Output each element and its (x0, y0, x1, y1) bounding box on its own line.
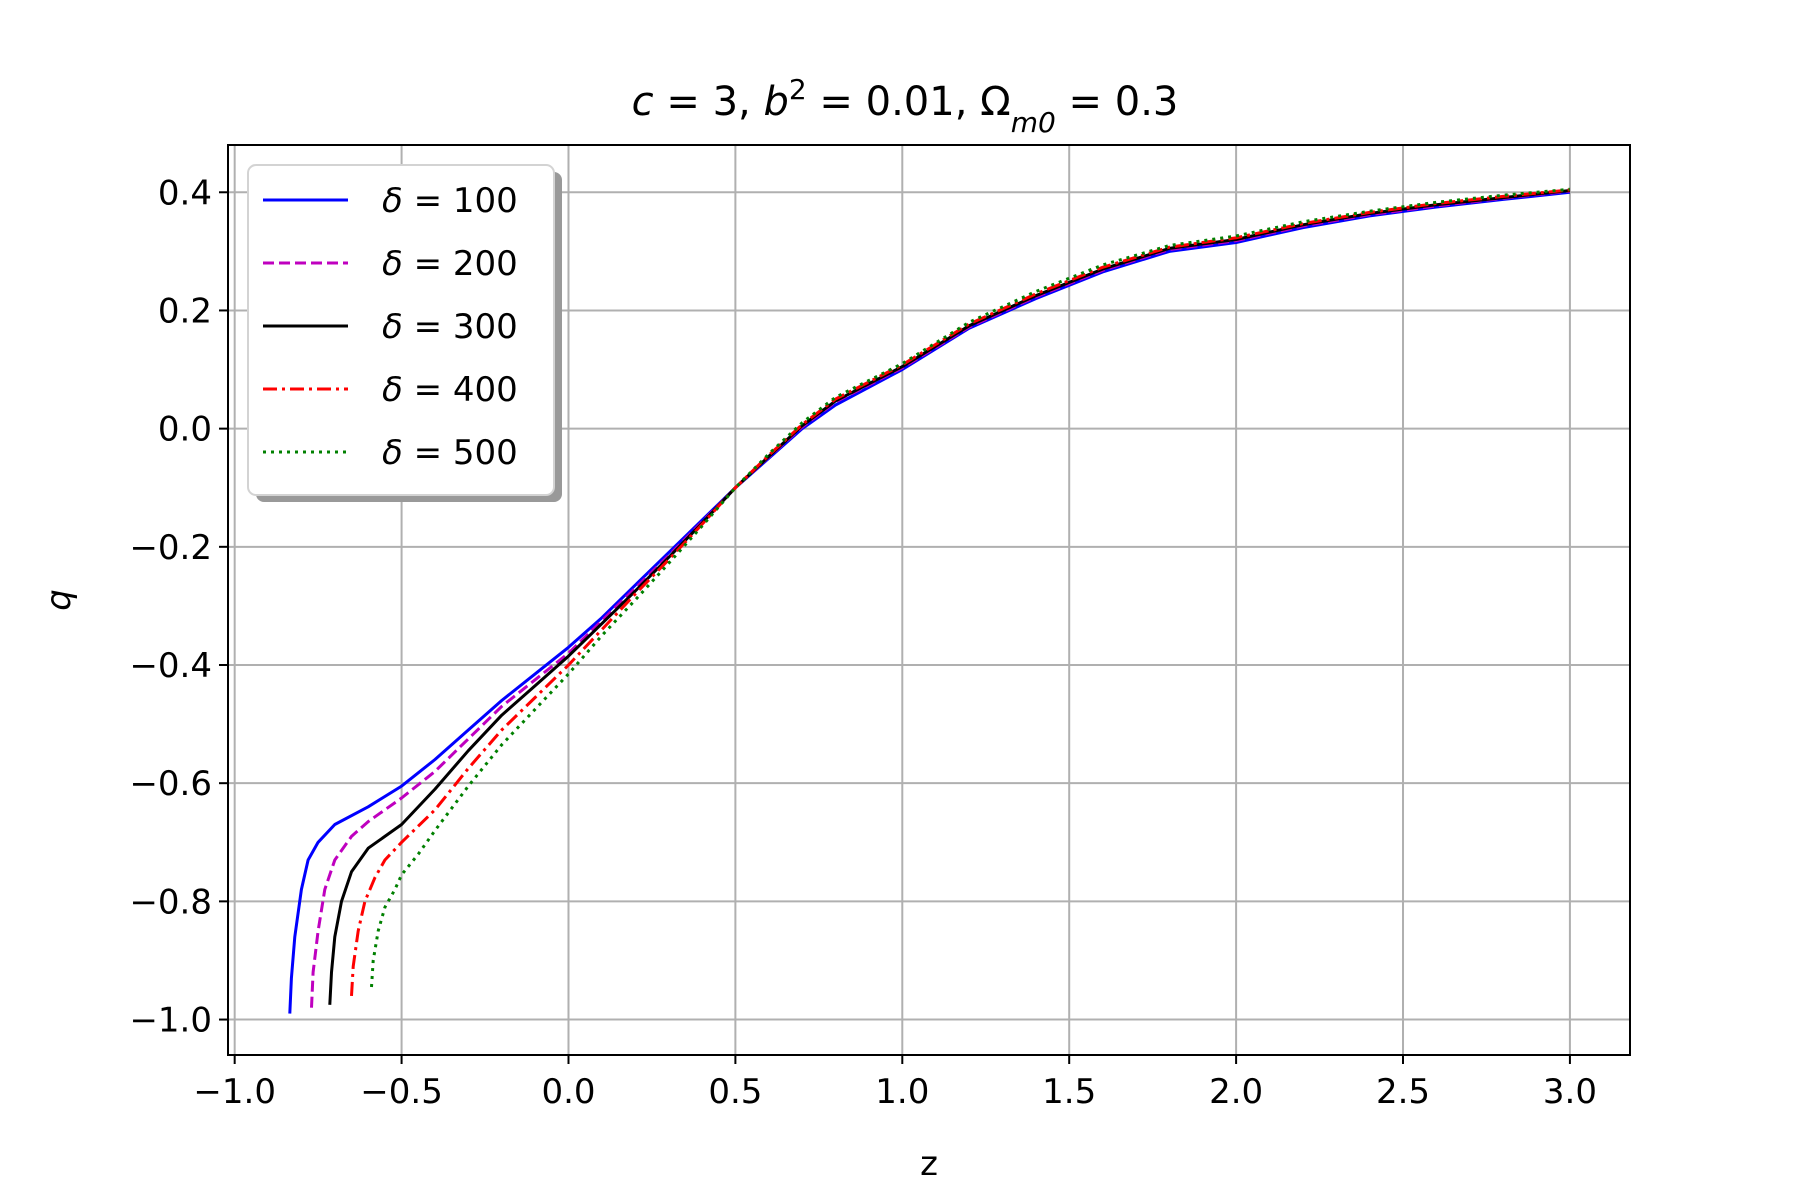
x-tick-label: 1.0 (875, 1072, 929, 1112)
y-tick-label: −0.6 (129, 764, 212, 804)
legend-items: δ = 100 δ = 200 δ = 300 δ = 400 δ = 500 (263, 181, 518, 473)
y-tick-label: −1.0 (129, 1001, 212, 1041)
chart-title: c = 3, b2 = 0.01, Ωm0 = 0.3 (632, 73, 1179, 139)
x-tick-label: 3.0 (1543, 1072, 1597, 1112)
x-tick-label: 1.5 (1042, 1072, 1096, 1112)
x-tick-label: 0.0 (541, 1072, 595, 1112)
legend-label-100: δ = 100 (382, 181, 518, 221)
plot-frame (227, 144, 1631, 1056)
legend-label-500: δ = 500 (382, 433, 518, 473)
y-tick-label: 0.0 (158, 410, 212, 450)
title-omega-subscript: m0 (1011, 106, 1056, 139)
title-b-superscript: 2 (789, 73, 807, 106)
y-tick-label: −0.4 (129, 646, 212, 686)
title-c-symbol: c (632, 79, 654, 125)
legend: δ = 100 δ = 200 δ = 300 δ = 400 δ = 500 (247, 164, 562, 502)
legend-label-300: δ = 300 (382, 307, 518, 347)
x-axis: −1.0 −0.5 0.0 0.5 1.0 1.5 2.0 2.5 3.0 (193, 1055, 1597, 1112)
title-c-value: = 3, (654, 79, 764, 125)
title-omega-symbol: Ω (980, 79, 1011, 125)
x-tick-label: −0.5 (360, 1072, 443, 1112)
legend-label-200: δ = 200 (382, 244, 518, 284)
x-tick-label: 2.5 (1376, 1072, 1430, 1112)
x-tick-label: 0.5 (708, 1072, 762, 1112)
y-tick-label: 0.4 (158, 173, 212, 213)
series-line-400 (350, 188, 1571, 996)
y-tick-label: 0.2 (158, 291, 212, 331)
plot-lines (288, 187, 1571, 1014)
x-tick-label: −1.0 (193, 1072, 276, 1112)
title-b-symbol: b (763, 79, 788, 125)
y-tick-label: −0.2 (129, 528, 212, 568)
y-tick-label: −0.8 (129, 882, 212, 922)
title-b-value: = 0.01, (807, 79, 980, 125)
series-line-500 (370, 187, 1571, 988)
x-axis-label: z (920, 1144, 938, 1184)
title-omega-value: = 0.3 (1056, 79, 1179, 125)
x-tick-label: 2.0 (1209, 1072, 1263, 1112)
series-line-100 (288, 190, 1571, 1014)
legend-label-400: δ = 400 (382, 370, 518, 410)
y-axis: 0.4 0.2 0.0 −0.2 −0.4 −0.6 −0.8 −1.0 (129, 173, 228, 1041)
y-axis-label: q (39, 589, 79, 611)
legend-box (247, 164, 555, 496)
